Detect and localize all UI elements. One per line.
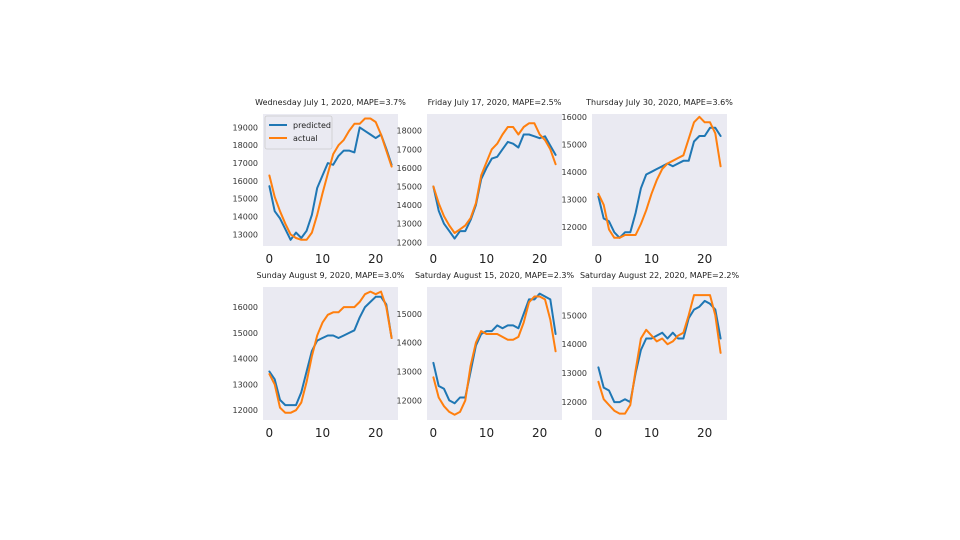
- y-tick-label: 14000: [562, 168, 587, 177]
- y-tick-label: 12000: [562, 223, 587, 232]
- plot-area: [263, 287, 398, 420]
- y-tick-label: 12000: [397, 396, 422, 405]
- subplot-title: Thursday July 30, 2020, MAPE=3.6%: [585, 98, 733, 107]
- y-tick-label: 18000: [233, 141, 258, 150]
- y-tick-label: 12000: [562, 398, 587, 407]
- x-tick-label: 20: [532, 252, 547, 266]
- subplot-5: Saturday August 15, 2020, MAPE=2.3% 12000…: [397, 271, 575, 440]
- series-line-actual: [432, 122, 557, 234]
- y-tick-label: 13000: [397, 220, 422, 229]
- subplot-title: Sunday August 9, 2020, MAPE=3.0%: [257, 271, 405, 280]
- y-tick-label: 16000: [233, 303, 258, 312]
- x-tick-label: 0: [595, 252, 603, 266]
- legend-label-actual: actual: [293, 134, 318, 143]
- series-line-predicted: [432, 292, 557, 405]
- subplot-4: Sunday August 9, 2020, MAPE=3.0% 12000 130…: [233, 271, 405, 440]
- legend-label-predicted: predicted: [293, 121, 331, 130]
- series-line-actual: [597, 294, 722, 415]
- y-tick-label: 12000: [233, 406, 258, 415]
- series-line-actual: [268, 290, 393, 414]
- x-tick-label: 20: [697, 252, 712, 266]
- y-tick-label: 14000: [562, 340, 587, 349]
- x-tick-label: 10: [479, 252, 494, 266]
- y-tick-label: 15000: [562, 140, 587, 149]
- x-tick-label: 0: [595, 426, 603, 440]
- y-tick-label: 16000: [562, 113, 587, 122]
- y-tick-label: 13000: [233, 230, 258, 239]
- series-line-predicted: [432, 133, 557, 240]
- subplot-title: Friday July 17, 2020, MAPE=2.5%: [428, 98, 562, 107]
- y-tick-label: 18000: [397, 127, 422, 136]
- y-tick-label: 14000: [397, 201, 422, 210]
- subplot-3: Thursday July 30, 2020, MAPE=3.6% 12000 13…: [562, 98, 734, 266]
- series-line-actual: [597, 115, 722, 239]
- x-tick-label: 20: [532, 426, 547, 440]
- subplot-2: Friday July 17, 2020, MAPE=2.5% 12000 1300…: [397, 98, 562, 266]
- y-tick-label: 13000: [397, 368, 422, 377]
- x-tick-label: 20: [368, 426, 383, 440]
- series-line-actual: [268, 117, 393, 241]
- x-tick-label: 0: [430, 426, 438, 440]
- series-line-predicted: [597, 299, 722, 404]
- y-tick-label: 16000: [397, 164, 422, 173]
- y-tick-label: 15000: [233, 195, 258, 204]
- x-tick-label: 0: [266, 252, 274, 266]
- x-tick-label: 20: [368, 252, 383, 266]
- x-tick-label: 10: [315, 252, 330, 266]
- y-tick-label: 15000: [562, 311, 587, 320]
- x-tick-label: 0: [266, 426, 274, 440]
- legend: predicted actual: [264, 115, 333, 150]
- y-tick-label: 12000: [397, 238, 422, 247]
- plot-area: [427, 287, 562, 420]
- plot-area: [427, 114, 562, 246]
- y-tick-label: 13000: [562, 369, 587, 378]
- y-tick-label: 14000: [233, 355, 258, 364]
- y-tick-label: 13000: [233, 380, 258, 389]
- x-tick-label: 10: [644, 252, 659, 266]
- y-tick-label: 17000: [233, 159, 258, 168]
- series-line-actual: [432, 295, 557, 416]
- y-tick-label: 14000: [397, 339, 422, 348]
- x-tick-label: 0: [430, 252, 438, 266]
- x-tick-label: 20: [697, 426, 712, 440]
- y-tick-label: 14000: [233, 213, 258, 222]
- x-tick-label: 10: [479, 426, 494, 440]
- plot-area: [592, 287, 727, 420]
- y-tick-label: 15000: [233, 329, 258, 338]
- x-tick-label: 10: [644, 426, 659, 440]
- y-tick-label: 13000: [562, 195, 587, 204]
- x-tick-label: 10: [315, 426, 330, 440]
- series-line-predicted: [268, 295, 393, 407]
- subplot-6: Saturday August 22, 2020, MAPE=2.2% 12000…: [562, 271, 740, 440]
- y-tick-label: 15000: [397, 310, 422, 319]
- subplot-title: Saturday August 22, 2020, MAPE=2.2%: [580, 271, 740, 280]
- y-tick-label: 19000: [233, 123, 258, 132]
- subplot-title: Saturday August 15, 2020, MAPE=2.3%: [415, 271, 575, 280]
- subplot-title: Wednesday July 1, 2020, MAPE=3.7%: [255, 98, 406, 107]
- y-tick-label: 15000: [397, 183, 422, 192]
- subplot-1: Wednesday July 1, 2020, MAPE=3.7% 13000 14…: [233, 98, 407, 266]
- y-tick-label: 16000: [233, 177, 258, 186]
- y-tick-label: 17000: [397, 145, 422, 154]
